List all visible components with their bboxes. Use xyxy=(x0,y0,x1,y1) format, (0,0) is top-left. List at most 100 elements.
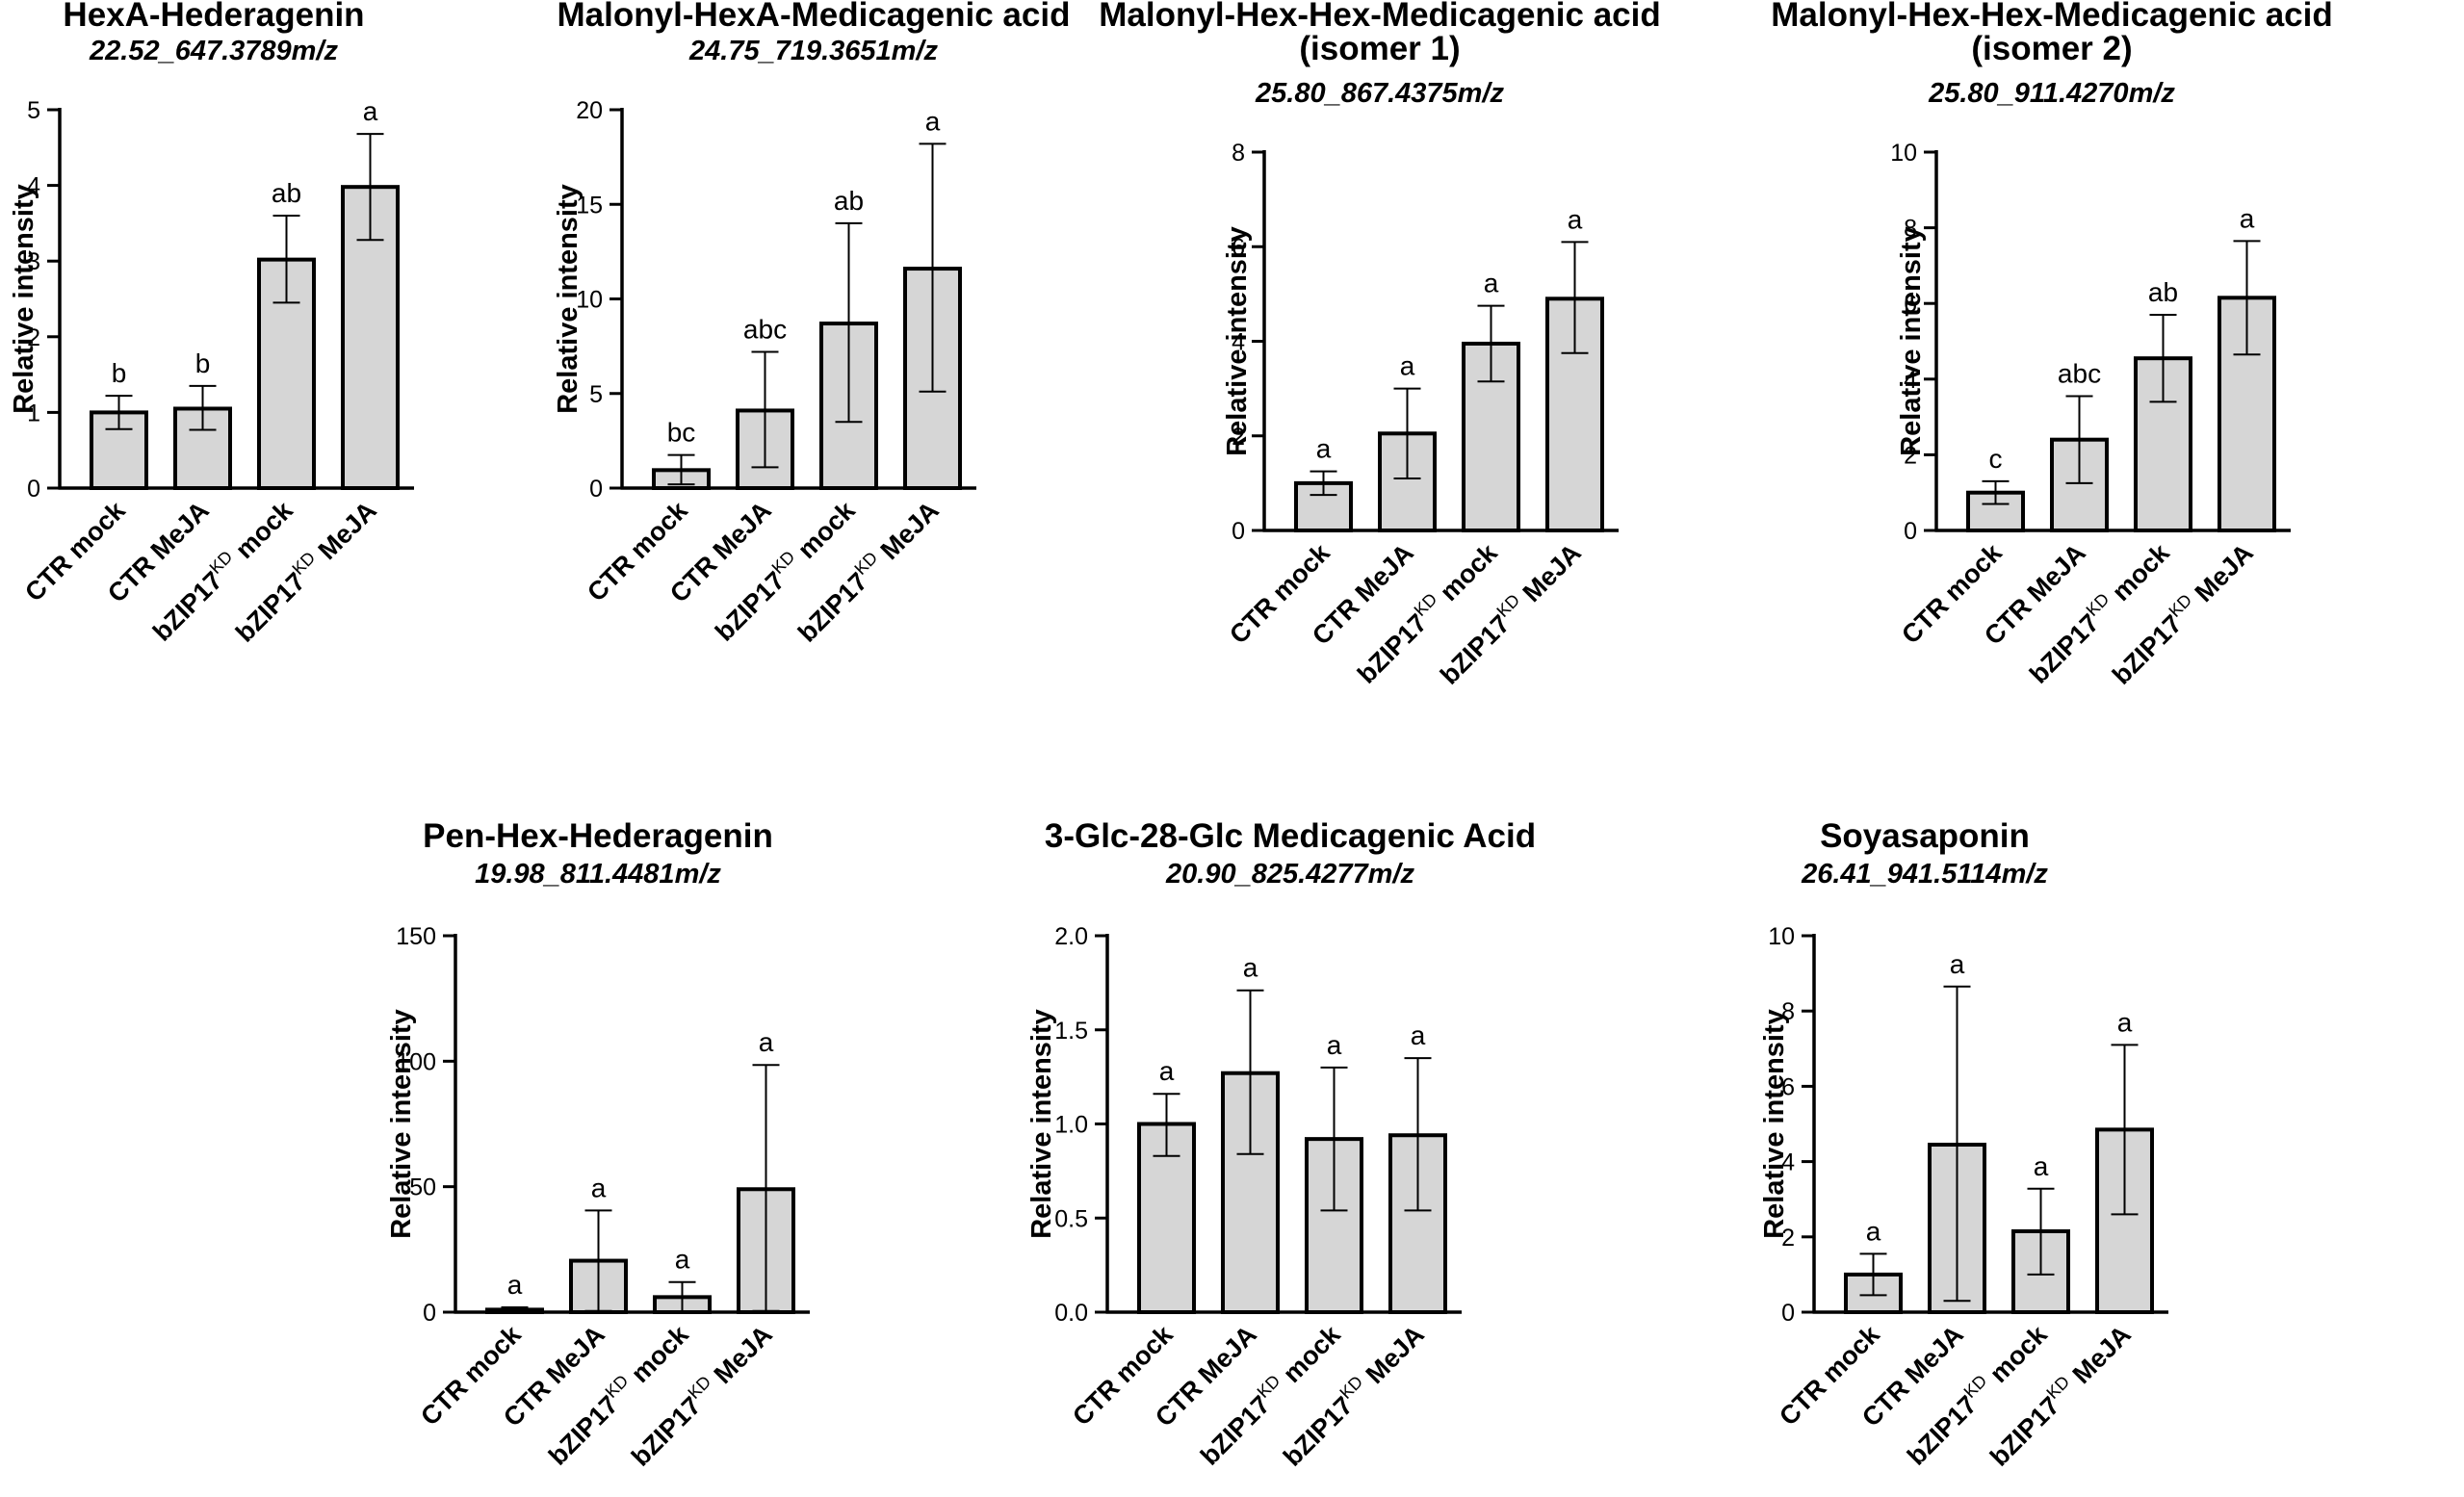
category-label-tail: mock xyxy=(2101,537,2175,611)
category-label: bZIP17KD MeJA xyxy=(2105,536,2259,690)
chart-title-line2: (isomer 2) xyxy=(1971,30,2132,67)
category-label: bZIP17KD mock xyxy=(1900,1317,2053,1470)
y-tick-label: 1.5 xyxy=(1054,1018,1088,1045)
chart-panel: Malonyl-HexA-Medicagenic acid24.75_719.3… xyxy=(553,0,1070,648)
category-label-base: bZIP17 xyxy=(2107,609,2188,690)
chart-panel: Malonyl-Hex-Hex-Medicagenic acid(isomer … xyxy=(1099,0,1661,690)
chart-title-line2: (isomer 1) xyxy=(1299,30,1460,67)
y-tick-label: 10 xyxy=(1890,140,1917,167)
y-tick-label: 4 xyxy=(1232,329,1245,356)
y-axis-label: Relative intensity xyxy=(1026,1009,1057,1239)
category-label: bZIP17KD MeJA xyxy=(1276,1318,1430,1472)
y-tick-label: 8 xyxy=(1904,216,1917,243)
significance-label: abc xyxy=(2058,358,2101,388)
significance-label: ab xyxy=(2148,277,2178,307)
category-label-tail: MeJA xyxy=(703,1320,777,1394)
y-axis-label: Relative intensity xyxy=(386,1009,417,1239)
chart-title: Pen-Hex-Hederagenin xyxy=(423,817,773,855)
significance-label: a xyxy=(1316,434,1332,464)
category-label-tail: MeJA xyxy=(2184,538,2258,612)
y-tick-label: 1.0 xyxy=(1054,1112,1088,1139)
y-tick-label: 50 xyxy=(409,1174,436,1201)
category-label: bZIP17KD mock xyxy=(1193,1317,1346,1470)
category-label-base: bZIP17 xyxy=(710,566,791,647)
chart-subtitle: 26.41_941.5114m/z xyxy=(1801,859,2048,890)
y-tick-label: 0.5 xyxy=(1054,1205,1088,1232)
chart-title: 3-Glc-28-Glc Medicagenic Acid xyxy=(1045,817,1536,855)
significance-label: c xyxy=(1989,444,2003,474)
category-label-base: bZIP17 xyxy=(1435,609,1516,690)
significance-label: a xyxy=(1400,351,1415,381)
y-tick-label: 0 xyxy=(27,476,40,503)
category-label-base: bZIP17 xyxy=(1984,1391,2065,1472)
significance-label: a xyxy=(1411,1020,1426,1050)
category-label-tail: mock xyxy=(1272,1319,1346,1393)
significance-label: abc xyxy=(743,315,787,345)
y-tick-label: 5 xyxy=(589,381,603,408)
y-tick-label: 8 xyxy=(1781,998,1795,1025)
y-tick-label: 2.0 xyxy=(1054,923,1088,950)
significance-label: a xyxy=(1568,204,1583,234)
category-label-base: bZIP17 xyxy=(147,566,228,647)
category-label-tail: mock xyxy=(1979,1319,2053,1393)
y-tick-label: 5 xyxy=(27,97,40,124)
y-tick-label: 0 xyxy=(1781,1300,1795,1327)
category-label: bZIP17KD MeJA xyxy=(228,494,382,648)
category-label-tail: MeJA xyxy=(2062,1320,2136,1394)
y-tick-label: 150 xyxy=(396,923,436,950)
y-tick-label: 0.0 xyxy=(1054,1300,1088,1327)
chart-title: Soyasaponin xyxy=(1820,817,2030,855)
category-label-base: bZIP17 xyxy=(543,1390,624,1471)
category-label-base: bZIP17 xyxy=(1278,1391,1359,1472)
y-tick-label: 2 xyxy=(1781,1225,1795,1252)
chart-title: Malonyl-HexA-Medicagenic acid xyxy=(558,0,1071,34)
chart-subtitle: 25.80_867.4375m/z xyxy=(1255,78,1504,109)
chart-panel: Malonyl-Hex-Hex-Medicagenic acid(isomer … xyxy=(1771,0,2333,690)
chart-subtitle: 22.52_647.3789m/z xyxy=(89,36,338,66)
category-label-tail: MeJA xyxy=(869,496,944,570)
y-tick-label: 0 xyxy=(1232,518,1245,545)
significance-label: a xyxy=(591,1173,607,1202)
category-label: bZIP17KD mock xyxy=(541,1317,694,1470)
bar xyxy=(1545,297,1604,532)
chart-subtitle: 25.80_911.4270m/z xyxy=(1928,78,2175,109)
y-tick-label: 2 xyxy=(27,324,40,351)
category-label: bZIP17KD MeJA xyxy=(1983,1318,2137,1472)
significance-label: a xyxy=(925,106,941,136)
significance-label: a xyxy=(1159,1056,1175,1086)
significance-label: a xyxy=(2034,1151,2049,1181)
category-label-tail: MeJA xyxy=(1512,538,1586,612)
chart-title: HexA-Hederagenin xyxy=(63,0,364,34)
category-label-tail: mock xyxy=(1429,537,1503,611)
category-label: bZIP17KD mock xyxy=(708,493,861,646)
y-tick-label: 6 xyxy=(1904,291,1917,318)
category-label-base: bZIP17 xyxy=(230,567,311,648)
significance-label: a xyxy=(1484,269,1499,298)
category-label-base: bZIP17 xyxy=(792,567,873,648)
y-axis-label: Relative intensity xyxy=(1222,226,1253,456)
y-axis-label: Relative intensity xyxy=(9,184,39,414)
y-tick-label: 8 xyxy=(1232,140,1245,167)
chart-title: Malonyl-Hex-Hex-Medicagenic acid xyxy=(1099,0,1661,34)
significance-label: a xyxy=(1243,953,1258,983)
significance-label: a xyxy=(1866,1216,1881,1246)
y-axis-label: Relative intensity xyxy=(1896,226,1927,456)
y-axis-label: Relative intensity xyxy=(1759,1009,1790,1239)
y-tick-label: 0 xyxy=(1904,518,1917,545)
category-label-tail: MeJA xyxy=(307,496,381,570)
significance-label: a xyxy=(363,96,378,126)
category-label-tail: mock xyxy=(224,495,298,569)
significance-label: a xyxy=(507,1270,523,1300)
chart-panel: Pen-Hex-Hederagenin 19.98_811.4481m/z Rela… xyxy=(386,817,810,1472)
chart-panel: 3-Glc-28-Glc Medicagenic Acid 20.90_825.4… xyxy=(1026,817,1536,1472)
y-tick-label: 10 xyxy=(1768,923,1795,950)
y-tick-label: 2 xyxy=(1232,424,1245,451)
y-tick-label: 15 xyxy=(576,192,603,219)
y-axis-label: Relative intensity xyxy=(553,184,584,414)
y-tick-label: 4 xyxy=(1781,1149,1795,1176)
significance-label: a xyxy=(1327,1030,1342,1060)
category-label-base: bZIP17 xyxy=(1352,608,1433,689)
chart-title: Malonyl-Hex-Hex-Medicagenic acid xyxy=(1771,0,2333,34)
